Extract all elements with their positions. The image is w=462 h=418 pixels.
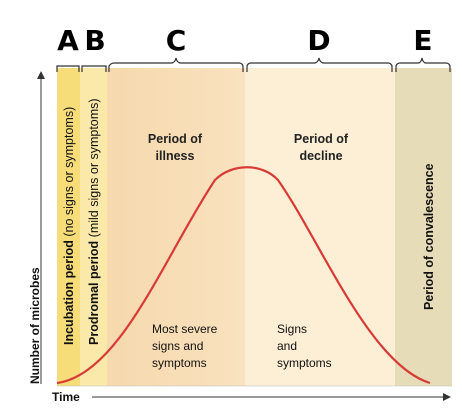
illness-band [107,68,245,386]
decline-band [245,68,395,386]
illness-title-line2: illness [156,149,195,163]
phase-letter-c: C [166,24,187,57]
phase-letter-b: B [84,24,105,57]
axes [37,71,452,401]
incubation-band [57,68,80,386]
prodromal-band [80,68,107,386]
illness-note-line2: signs and [152,339,203,353]
prodromal-period-label: Prodromal period (mild signs or symptoms… [87,98,101,345]
phase-letter-e: E [413,24,432,57]
bracket-a [56,65,80,72]
bracket-e [395,57,451,72]
y-axis-arrowhead [37,71,45,79]
decline-title-line1: Period of [294,132,349,146]
phase-brackets [56,57,451,72]
bracket-d [246,57,393,72]
illness-note-line1: Most severe [152,322,218,336]
decline-note-line1: Signs [277,322,307,336]
phase-letter-d: D [307,24,330,57]
convalescence-period-label: Period of convalescence [422,163,436,310]
phase-letter-a: A [57,24,79,57]
bracket-b [81,65,107,72]
illness-note-line3: symptoms [152,356,207,370]
y-axis-label: Number of microbes [28,267,42,384]
incubation-period-label: Incubation period (no signs or symptoms) [62,107,76,345]
decline-note-line2: and [277,339,297,353]
convalescence-band [395,68,452,386]
x-axis-label: Time [52,390,80,404]
decline-note-line3: symptoms [277,356,332,370]
illness-title-line1: Period of [148,132,203,146]
bracket-c [108,57,244,72]
microbe-count-curve [56,166,431,385]
x-axis-arrowhead [443,393,451,401]
decline-title-line2: decline [299,149,342,163]
